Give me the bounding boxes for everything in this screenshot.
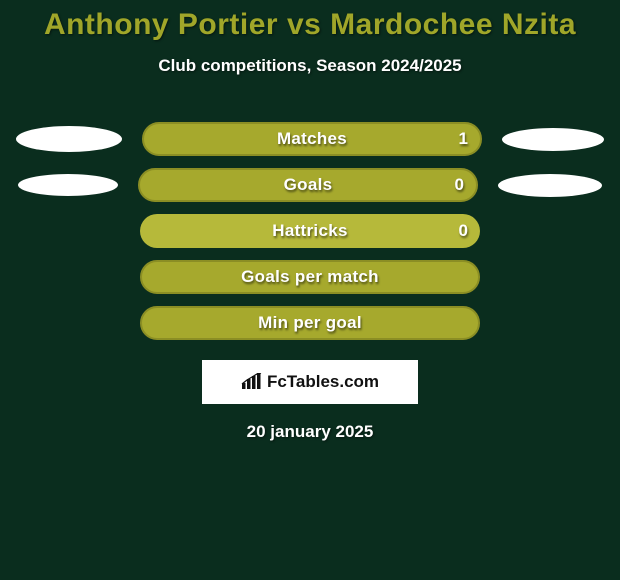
left-ellipse xyxy=(18,174,118,196)
stat-label: Matches xyxy=(277,129,347,149)
subtitle: Club competitions, Season 2024/2025 xyxy=(0,56,620,76)
stat-row: Min per goal xyxy=(0,300,620,346)
stat-label: Hattricks xyxy=(272,221,347,241)
page-title: Anthony Portier vs Mardochee Nzita xyxy=(0,0,620,42)
stat-value: 1 xyxy=(459,129,468,149)
stat-bar: Goals 0 xyxy=(138,168,478,202)
stat-row: Matches 1 xyxy=(0,116,620,162)
right-ellipse xyxy=(502,128,604,151)
stat-rows: Matches 1 Goals 0 Hattricks 0 Goals per match M… xyxy=(0,116,620,346)
brand-box[interactable]: FcTables.com xyxy=(202,360,418,404)
right-ellipse xyxy=(498,174,602,197)
stat-value: 0 xyxy=(455,175,464,195)
stat-row: Hattricks 0 xyxy=(0,208,620,254)
stat-label: Goals xyxy=(284,175,333,195)
stat-label: Goals per match xyxy=(241,267,379,287)
date-text: 20 january 2025 xyxy=(0,422,620,442)
stat-bar: Hattricks 0 xyxy=(140,214,480,248)
stat-row: Goals per match xyxy=(0,254,620,300)
stat-value: 0 xyxy=(459,221,468,241)
left-ellipse xyxy=(16,126,122,152)
stat-row: Goals 0 xyxy=(0,162,620,208)
stat-label: Min per goal xyxy=(258,313,362,333)
stat-bar: Matches 1 xyxy=(142,122,482,156)
stat-bar: Goals per match xyxy=(140,260,480,294)
brand-text: FcTables.com xyxy=(267,372,379,392)
stat-bar: Min per goal xyxy=(140,306,480,340)
bar-chart-icon xyxy=(241,373,263,391)
